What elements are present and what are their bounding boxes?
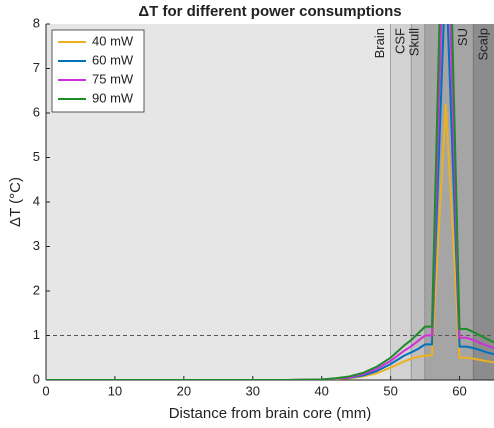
x-tick-label: 20 xyxy=(177,383,191,398)
y-tick-label: 8 xyxy=(33,15,40,30)
region-label: SU xyxy=(455,28,470,46)
y-tick-label: 1 xyxy=(33,327,40,342)
x-tick-label: 0 xyxy=(42,383,49,398)
chart-title: ΔT for different power consumptions xyxy=(138,3,401,20)
data-line xyxy=(46,24,494,380)
data-line xyxy=(46,24,494,380)
x-tick-label: 40 xyxy=(314,383,328,398)
x-tick-label: 50 xyxy=(383,383,397,398)
x-axis-label: Distance from brain core (mm) xyxy=(169,405,372,422)
x-tick-label: 60 xyxy=(452,383,466,398)
region-label: CSF xyxy=(393,28,408,54)
legend-label: 60 mW xyxy=(92,52,134,67)
legend-label: 75 mW xyxy=(92,71,134,86)
plot-lines xyxy=(46,24,494,380)
y-tick-label: 3 xyxy=(33,238,40,253)
y-tick-label: 2 xyxy=(33,282,40,297)
y-tick-label: 7 xyxy=(33,60,40,75)
region xyxy=(411,24,426,380)
region xyxy=(473,24,494,380)
region-label: Brain xyxy=(372,28,387,58)
legend-label: 40 mW xyxy=(92,33,134,48)
region xyxy=(390,24,412,380)
y-tick-label: 6 xyxy=(33,104,40,119)
x-tick-label: 10 xyxy=(108,383,122,398)
y-tick-label: 0 xyxy=(33,371,40,386)
region-label: Skull xyxy=(407,28,422,56)
x-tick-label: 30 xyxy=(246,383,260,398)
data-line xyxy=(46,104,494,380)
y-tick-label: 4 xyxy=(33,193,40,208)
data-line xyxy=(46,24,494,380)
y-tick-label: 5 xyxy=(33,149,40,164)
legend-label: 90 mW xyxy=(92,90,134,105)
y-axis-label: ΔT (°C) xyxy=(7,177,24,227)
region-label: Scalp xyxy=(475,28,490,61)
